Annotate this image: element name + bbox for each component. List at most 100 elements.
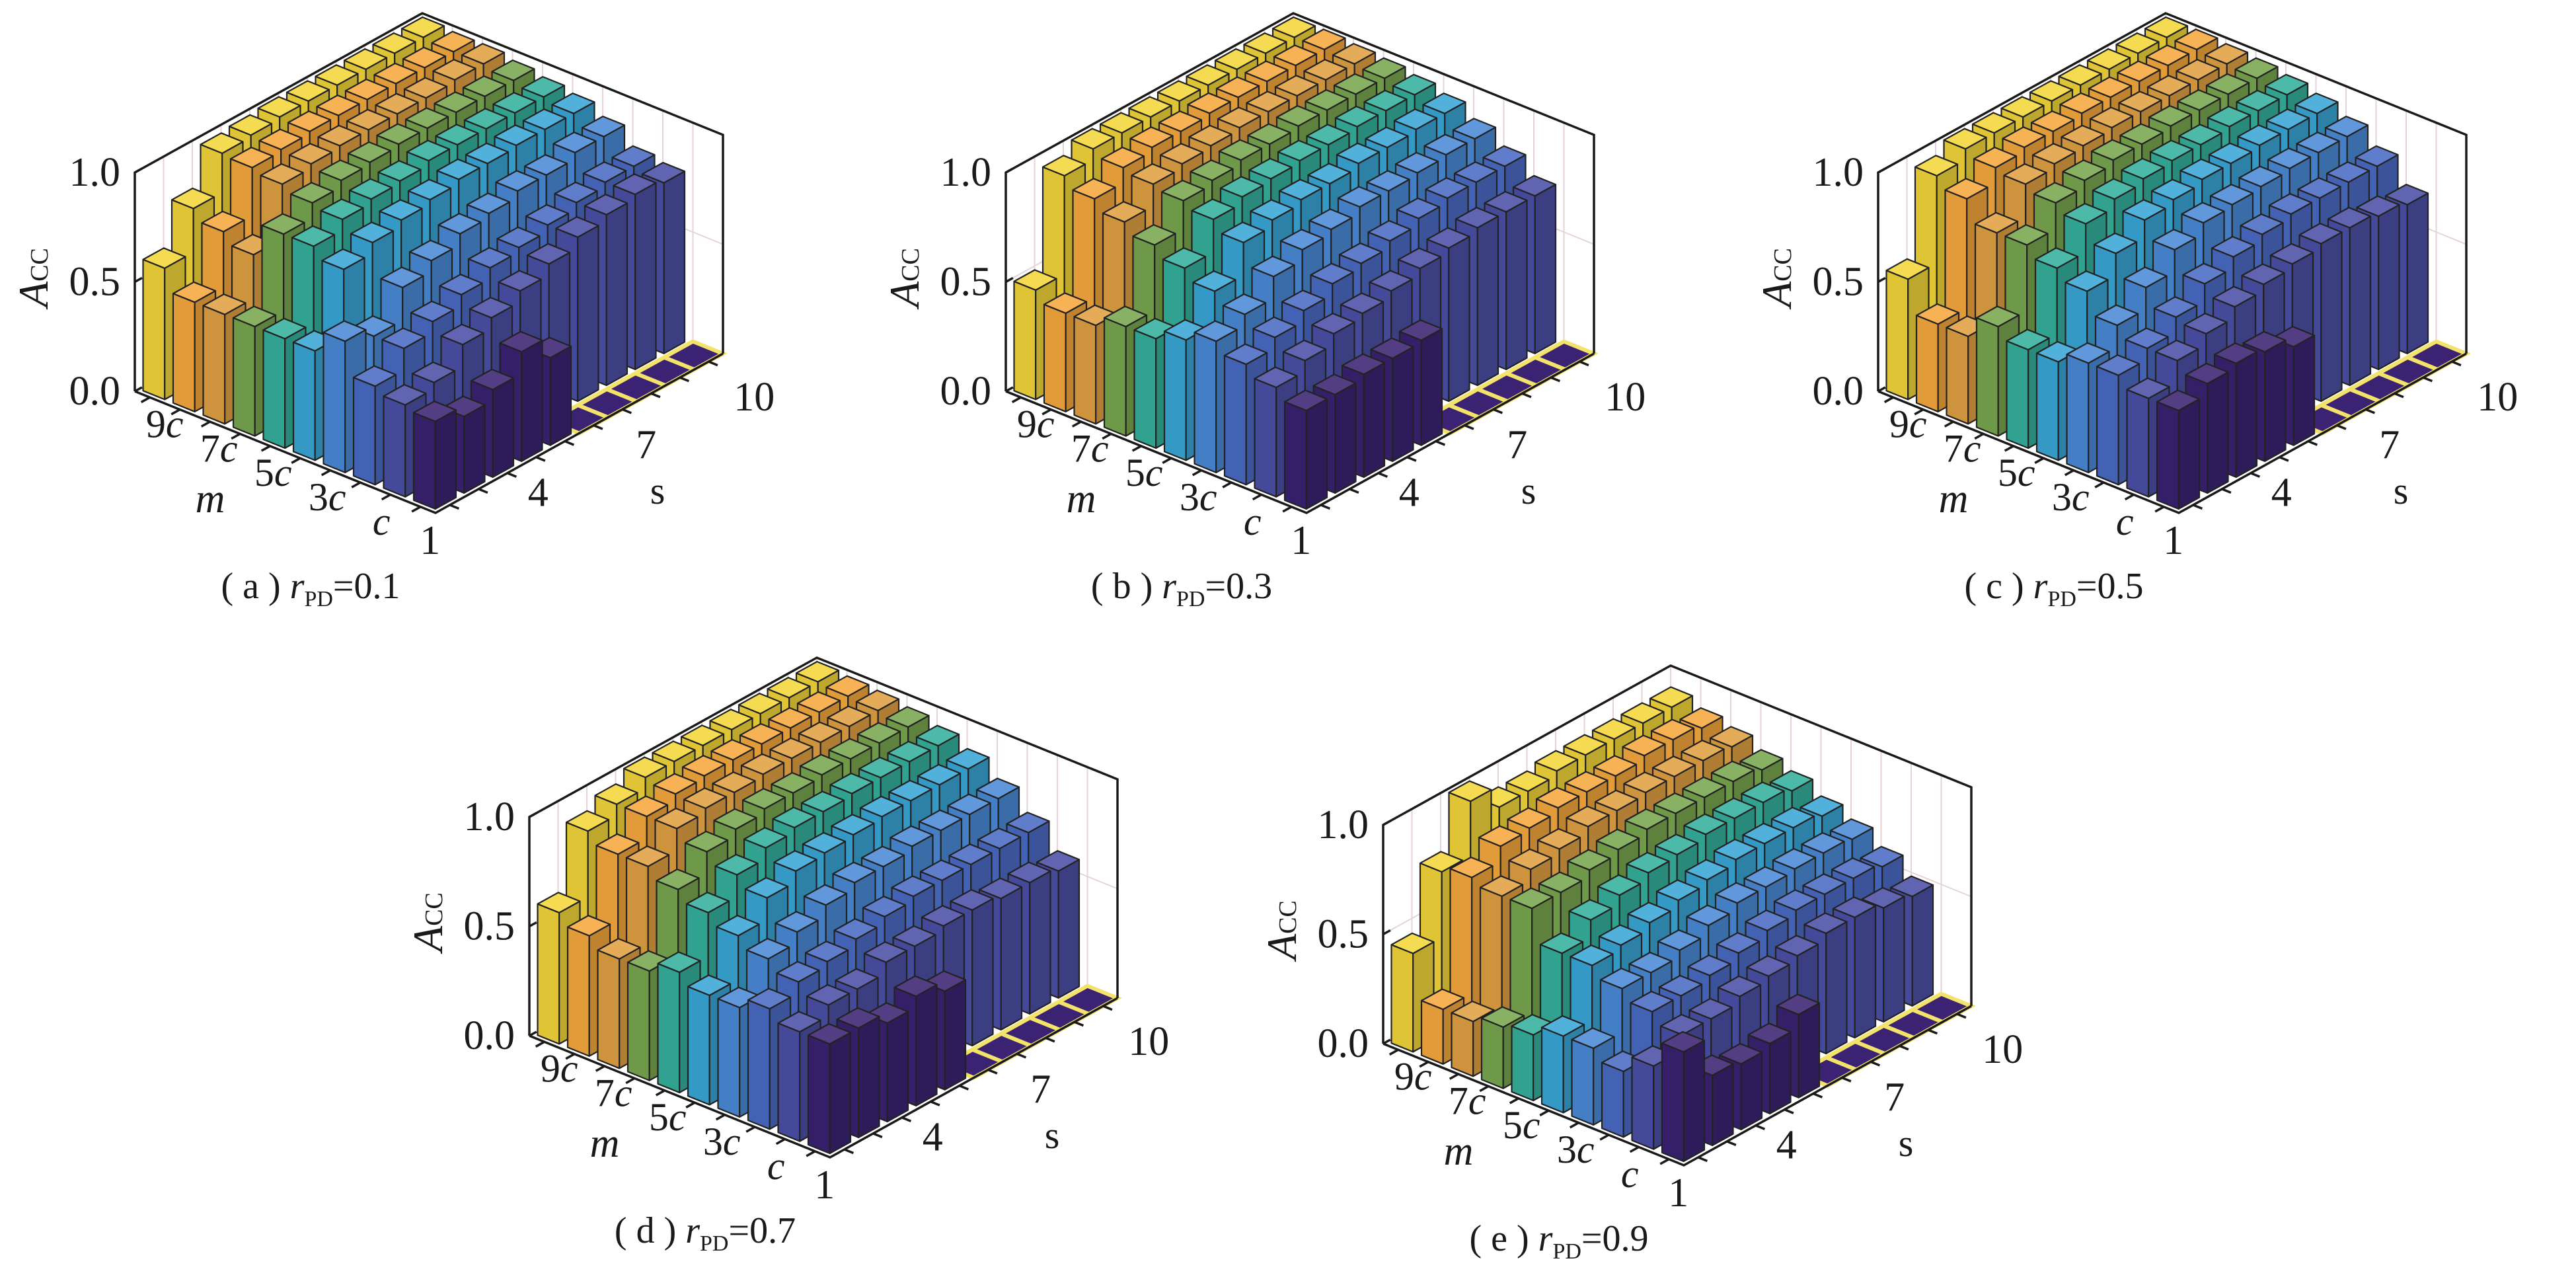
bar-face-top bbox=[1187, 92, 1231, 114]
bar-face-top bbox=[522, 108, 567, 130]
bar-face-top bbox=[680, 724, 725, 746]
bar-face-top bbox=[833, 918, 878, 940]
bar-face-top bbox=[1654, 833, 1699, 856]
m-tick-mark bbox=[806, 1150, 816, 1157]
m-tick-mark bbox=[1659, 1158, 1670, 1165]
bar-face-top bbox=[376, 123, 420, 145]
bar-face-top bbox=[773, 850, 817, 872]
m-tick-mark bbox=[2154, 506, 2165, 513]
bar-face-top bbox=[1099, 112, 1144, 134]
bar-face-top bbox=[439, 274, 483, 295]
bar-face-top bbox=[1630, 990, 1674, 1013]
bar-face-left bbox=[657, 962, 681, 1094]
bar-face-top bbox=[2004, 224, 2049, 246]
bar-face-top bbox=[1620, 702, 1665, 724]
bar-face-top bbox=[258, 128, 303, 151]
bar-face-left bbox=[807, 1034, 831, 1155]
bar-face-left bbox=[1163, 330, 1187, 461]
bar-face-top bbox=[1306, 124, 1350, 146]
bar-face-top bbox=[641, 161, 686, 184]
m-tick-mark bbox=[170, 408, 181, 416]
bar-face-top bbox=[2118, 91, 2162, 113]
m-tick-mark bbox=[260, 445, 271, 452]
m-tick-label: 7c bbox=[1449, 1079, 1486, 1122]
bar-face-top bbox=[462, 75, 507, 97]
s-tick-label: 1 bbox=[420, 518, 440, 563]
bar-face-top bbox=[1509, 887, 1554, 909]
s-tick-mark bbox=[1726, 1140, 1737, 1146]
bar-face-top bbox=[381, 327, 426, 350]
bar3d-chart: 0.0 0.5 1.0 c 3c 5c 7c 9c 1 4 7 10 ACC m s ( a ) rPD=0.… bbox=[10, 12, 775, 611]
bar-face-left bbox=[172, 293, 196, 412]
bar-face-top bbox=[771, 772, 815, 794]
z-tick-mark bbox=[529, 921, 537, 928]
bar-face-top bbox=[1567, 849, 1611, 871]
bar-face-top bbox=[350, 221, 395, 243]
z-axis-title: ACC bbox=[881, 248, 928, 310]
bar-face-top bbox=[526, 243, 571, 265]
bar-face-left bbox=[292, 341, 316, 461]
bar-face-right bbox=[577, 225, 599, 403]
bar-face-top bbox=[594, 783, 638, 805]
s-tick-mark bbox=[622, 408, 632, 414]
bar-face-left bbox=[1193, 331, 1217, 474]
bar-face-right bbox=[1420, 328, 1443, 446]
chart-panel-a: 0.0 0.5 1.0 c 3c 5c 7c 9c 1 4 7 10 ACC m s ( a ) rPD=0.… bbox=[0, 0, 826, 621]
z-tick-mark bbox=[529, 1030, 537, 1037]
bar-face-top bbox=[1741, 781, 1785, 804]
bar-face-top bbox=[2240, 213, 2284, 235]
axis-box-outline bbox=[1877, 12, 2468, 391]
bar-face-top bbox=[1478, 825, 1523, 847]
m-tick-mark bbox=[745, 1126, 756, 1133]
bar-face-top bbox=[435, 124, 479, 146]
z-tick-mark bbox=[1383, 929, 1391, 936]
bar-face-top bbox=[2090, 139, 2135, 161]
bar-face-top bbox=[832, 861, 876, 884]
bar-face-top bbox=[713, 808, 757, 830]
m-tick-mark bbox=[2004, 445, 2014, 452]
bar-face-top bbox=[799, 754, 844, 776]
s-tick-mark bbox=[1755, 1124, 1766, 1130]
bar-face-top bbox=[1425, 177, 1469, 199]
m-tick-mark bbox=[2064, 469, 2074, 477]
bar-face-top bbox=[1340, 292, 1384, 315]
bar-face-top bbox=[2236, 89, 2280, 112]
bar-face-top bbox=[1803, 912, 1848, 935]
bar-face-top bbox=[1889, 875, 1934, 898]
axes-box: 0.0 0.5 1.0 c 3c 5c 7c 9c 1 4 7 10 bbox=[1813, 12, 2518, 563]
bar-face-top bbox=[1006, 812, 1050, 833]
bar-face-top bbox=[657, 951, 701, 974]
bar-face-top bbox=[1303, 59, 1347, 81]
bar-face-top bbox=[1535, 787, 1580, 809]
bar-face-top bbox=[2154, 339, 2199, 362]
m-tick-label: 3c bbox=[1557, 1128, 1595, 1171]
z-tick-mark bbox=[1877, 276, 1886, 284]
bar-face-top bbox=[860, 845, 905, 868]
m-tick-label: 7c bbox=[1071, 426, 1109, 470]
bar-face-top bbox=[1712, 797, 1757, 820]
chart-caption: ( c ) rPD=0.5 bbox=[1964, 566, 2143, 611]
s-tick-mark bbox=[1784, 1108, 1794, 1114]
bar-face-top bbox=[566, 915, 611, 937]
bar-face-top bbox=[1710, 760, 1755, 783]
bar-face-top bbox=[467, 247, 512, 269]
m-tick-mark bbox=[1252, 493, 1262, 501]
z-tick-mark bbox=[529, 812, 537, 818]
z-axis-title: ACC bbox=[1258, 900, 1305, 962]
bar-face-top bbox=[1717, 975, 1762, 997]
bar-face-top bbox=[411, 361, 456, 383]
m-tick-label: c bbox=[767, 1144, 785, 1188]
bar-face-top bbox=[1539, 932, 1584, 954]
bar-face-top bbox=[978, 877, 1023, 900]
s-tick-mark bbox=[1349, 488, 1359, 494]
bar-face-top bbox=[470, 368, 515, 391]
s-tick-mark bbox=[1550, 376, 1561, 383]
bar-face-top bbox=[1480, 1006, 1525, 1028]
bar-face-top bbox=[1132, 224, 1176, 246]
bar-face-right bbox=[605, 202, 628, 387]
bar-face-top bbox=[2209, 184, 2254, 206]
bar-face-top bbox=[1426, 227, 1470, 249]
bar-face-top bbox=[1626, 851, 1670, 874]
bar-face-top bbox=[260, 163, 304, 185]
bar-face-top bbox=[1369, 270, 1413, 292]
